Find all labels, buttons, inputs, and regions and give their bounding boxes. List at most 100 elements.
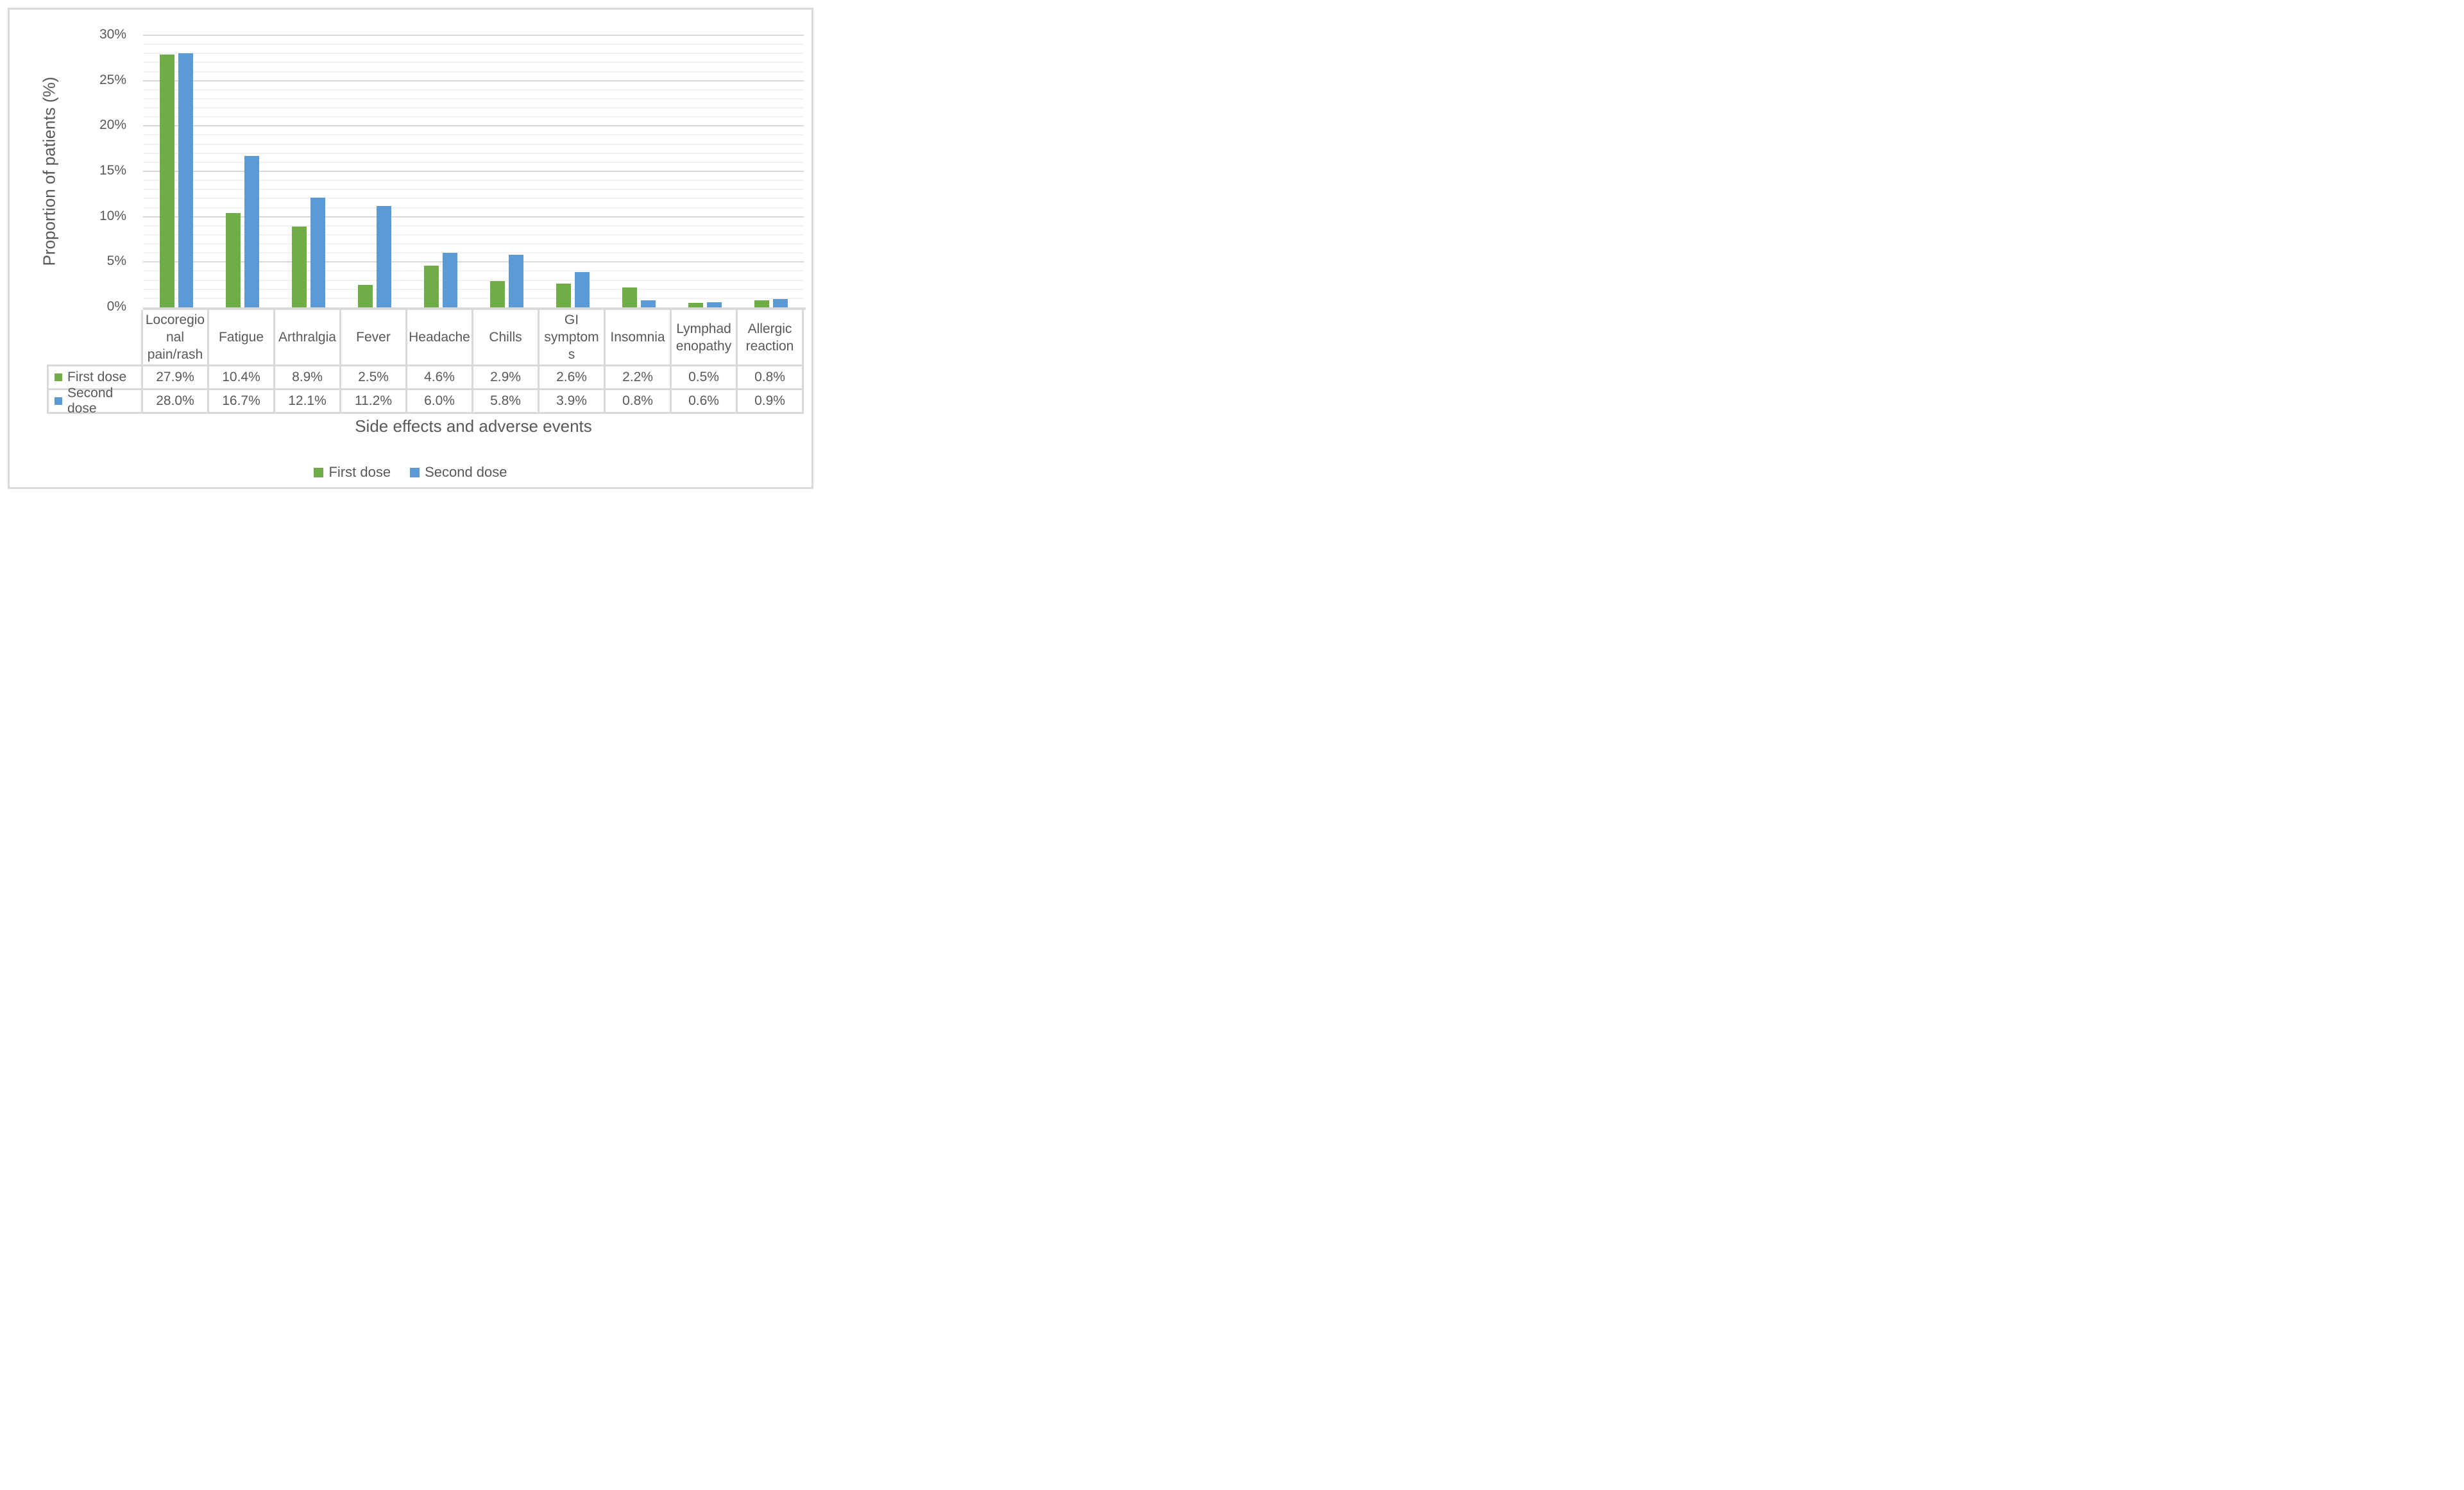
bar-first-dose-locoregional-pain-rash xyxy=(159,55,174,307)
bar-second-dose-fatigue xyxy=(244,156,259,307)
minor-gridline xyxy=(143,53,804,55)
major-gridline xyxy=(143,171,804,172)
bar-second-dose-headache xyxy=(442,253,457,307)
legend-label: Second dose xyxy=(425,464,507,480)
value-second-dose-arthralgia: 12.1% xyxy=(275,390,341,414)
minor-gridline xyxy=(143,71,804,73)
category-header-line: pain/rash xyxy=(147,347,203,362)
category-header-chills: Chills xyxy=(473,310,540,364)
major-gridline xyxy=(143,261,804,263)
value-second-dose-chills: 5.8% xyxy=(473,390,540,414)
bars-layer xyxy=(143,35,804,307)
second-dose-swatch-icon xyxy=(55,397,62,405)
category-slot-headache xyxy=(407,35,473,307)
minor-gridline xyxy=(143,189,804,191)
first-dose-legend-swatch-icon xyxy=(314,467,324,477)
category-header-line: Allergic xyxy=(747,321,792,336)
value-first-dose-arthralgia: 8.9% xyxy=(275,366,341,390)
category-slot-gi-symptoms xyxy=(540,35,606,307)
value-second-dose-lymphadenopathy: 0.6% xyxy=(672,390,738,414)
major-gridline xyxy=(143,80,804,81)
value-second-dose-gi-symptoms: 3.9% xyxy=(540,390,606,414)
row-label-second-dose: Second dose xyxy=(49,386,143,416)
row-label-text: First dose xyxy=(67,370,127,384)
category-header-line: reaction xyxy=(745,338,794,354)
bar-first-dose-insomnia xyxy=(622,287,637,307)
category-header-headache: Headache xyxy=(407,310,473,364)
value-second-dose-allergic-reaction: 0.9% xyxy=(738,390,804,414)
minor-gridline xyxy=(143,180,804,182)
major-gridline xyxy=(143,125,804,127)
minor-gridline xyxy=(143,89,804,90)
value-first-dose-gi-symptoms: 2.6% xyxy=(540,366,606,390)
category-header-arthralgia: Arthralgia xyxy=(275,310,341,364)
bar-first-dose-fatigue xyxy=(225,213,241,307)
y-tick-label: 30% xyxy=(99,27,126,42)
minor-gridline xyxy=(143,207,804,209)
category-header-line: s xyxy=(568,347,575,362)
minor-gridline xyxy=(143,297,804,299)
category-slot-allergic-reaction xyxy=(738,35,804,307)
value-first-dose-fever: 2.5% xyxy=(341,366,407,390)
category-slot-fever xyxy=(341,35,407,307)
category-header-gi-symptoms: GI symptom s xyxy=(540,310,606,364)
value-second-dose-headache: 6.0% xyxy=(407,390,473,414)
minor-gridline xyxy=(143,288,804,290)
category-header-allergic-reaction: Allergic reaction xyxy=(738,310,804,364)
minor-gridline xyxy=(143,107,804,109)
value-first-dose-locoregional-pain-rash: 27.9% xyxy=(143,366,209,390)
y-tick-label: 25% xyxy=(99,72,126,87)
bar-second-dose-fever xyxy=(376,206,391,307)
bar-second-dose-chills xyxy=(508,255,523,307)
plot-area xyxy=(143,35,804,307)
minor-gridline xyxy=(143,225,804,227)
minor-gridline xyxy=(143,116,804,118)
bar-first-dose-allergic-reaction xyxy=(754,300,769,307)
bar-second-dose-arthralgia xyxy=(310,198,325,307)
minor-gridline xyxy=(143,270,804,272)
value-second-dose-fatigue: 16.7% xyxy=(209,390,275,414)
category-header-line: Insomnia xyxy=(610,330,665,345)
value-second-dose-insomnia: 0.8% xyxy=(606,390,672,414)
legend-item-first-dose: First dose xyxy=(314,464,391,481)
y-tick-label: 5% xyxy=(106,253,126,269)
bar-second-dose-locoregional-pain-rash xyxy=(178,53,193,307)
category-header-lymphadenopathy: Lymphad enopathy xyxy=(672,310,738,364)
second-dose-legend-swatch-icon xyxy=(410,467,420,477)
value-first-dose-chills: 2.9% xyxy=(473,366,540,390)
minor-gridline xyxy=(143,98,804,99)
category-header-line: GI xyxy=(564,313,579,327)
category-header-line: Locoregio xyxy=(145,313,205,327)
minor-gridline xyxy=(143,234,804,235)
minor-gridline xyxy=(143,152,804,154)
value-first-dose-allergic-reaction: 0.8% xyxy=(738,366,804,390)
y-tick-label: 10% xyxy=(99,208,126,223)
value-first-dose-headache: 4.6% xyxy=(407,366,473,390)
y-axis-title: Proportion of patients (%) xyxy=(39,76,59,266)
legend-label: First dose xyxy=(328,464,391,480)
minor-gridline xyxy=(143,252,804,254)
value-first-dose-insomnia: 2.2% xyxy=(606,366,672,390)
bar-second-dose-insomnia xyxy=(640,300,656,307)
minor-gridline xyxy=(143,44,804,46)
bar-first-dose-lymphadenopathy xyxy=(688,303,703,307)
y-tick-label: 20% xyxy=(99,117,126,133)
category-slot-insomnia xyxy=(606,35,672,307)
category-header-line: enopathy xyxy=(675,338,732,354)
category-header-locoregional-pain-rash: Locoregio nal pain/rash xyxy=(143,310,209,364)
category-header-fatigue: Fatigue xyxy=(209,310,275,364)
category-header-line: Fever xyxy=(356,330,391,345)
bar-first-dose-headache xyxy=(423,266,439,307)
y-tick-label: 0% xyxy=(106,299,126,314)
value-second-dose-locoregional-pain-rash: 28.0% xyxy=(143,390,209,414)
category-header-fever: Fever xyxy=(341,310,407,364)
value-first-dose-fatigue: 10.4% xyxy=(209,366,275,390)
x-axis-title: Side effects and adverse events xyxy=(355,416,592,436)
first-dose-swatch-icon xyxy=(55,373,62,381)
category-header-line: Fatigue xyxy=(218,330,264,345)
category-slot-lymphadenopathy xyxy=(672,35,738,307)
bar-second-dose-lymphadenopathy xyxy=(706,302,722,307)
y-tick-label: 15% xyxy=(99,163,126,178)
category-header-line: nal xyxy=(166,330,185,345)
bar-first-dose-chills xyxy=(489,281,505,307)
